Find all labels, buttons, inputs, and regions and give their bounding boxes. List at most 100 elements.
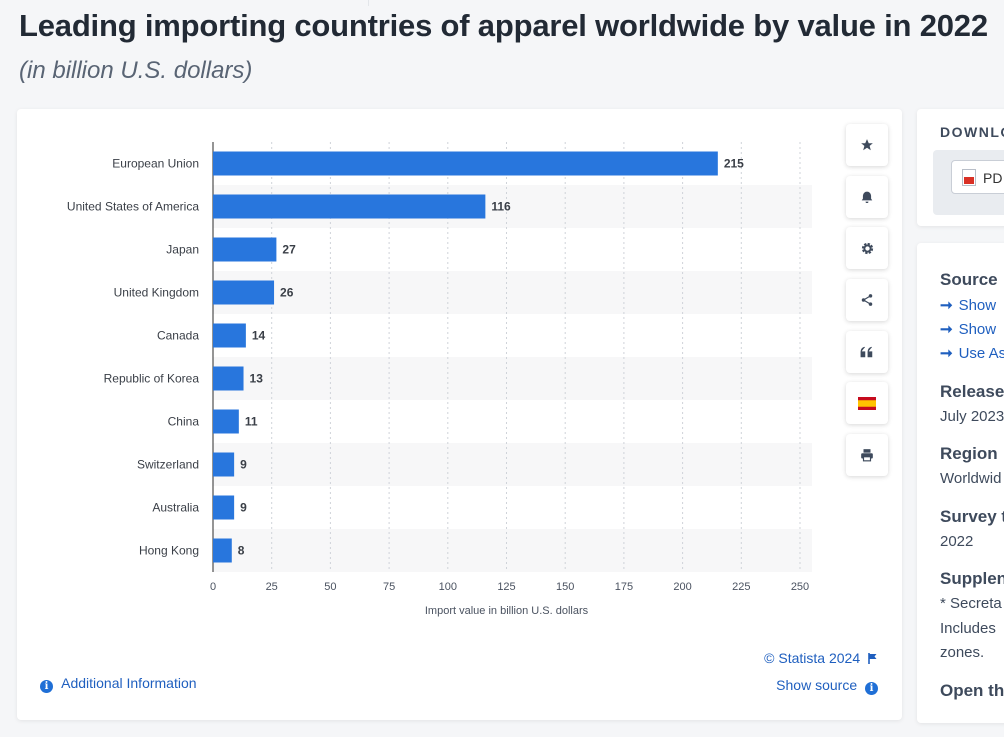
value-label: 26 — [280, 286, 294, 300]
bar — [213, 538, 232, 563]
category-label: United Kingdom — [114, 286, 199, 300]
quote-icon — [860, 346, 873, 358]
pdf-download-button[interactable]: PD — [951, 160, 1004, 194]
link-label: Use As — [958, 345, 1004, 362]
x-tick-label: 200 — [673, 581, 691, 593]
region-heading: Region — [940, 444, 998, 463]
download-area: PD — [933, 150, 1004, 215]
value-label: 116 — [491, 200, 511, 214]
value-label: 8 — [238, 544, 245, 558]
bar — [213, 280, 275, 305]
pdf-label: PD — [983, 170, 1003, 186]
x-tick-label: 125 — [497, 581, 515, 593]
value-label: 11 — [245, 415, 258, 429]
supplement-line-1: * Secreta — [940, 595, 1002, 612]
x-tick-label: 175 — [615, 581, 633, 593]
x-tick-label: 225 — [732, 581, 750, 593]
info-icon: i — [865, 682, 878, 695]
x-tick-label: 50 — [324, 581, 336, 593]
star-icon — [861, 139, 873, 151]
supplement-heading: Supplen — [940, 569, 1004, 588]
open-heading: Open th — [940, 681, 1004, 700]
source-heading: Source — [940, 270, 998, 289]
category-label: Republic of Korea — [104, 372, 200, 386]
info-icon: i — [40, 680, 53, 693]
supplement-line-2: Includes — [940, 620, 996, 637]
show-source-link[interactable]: Show source i — [776, 677, 878, 695]
settings-button[interactable] — [846, 227, 888, 269]
page-title: Leading importing countries of apparel w… — [19, 8, 988, 43]
bar — [213, 366, 244, 391]
value-label: 14 — [252, 329, 266, 343]
share-icon — [861, 294, 873, 306]
bar — [213, 409, 239, 434]
arrow-right-icon: ➞ — [940, 345, 953, 362]
pdf-file-icon — [962, 169, 976, 186]
arrow-right-icon: ➞ — [940, 321, 953, 338]
print-button[interactable] — [846, 434, 888, 476]
flag-icon — [868, 653, 877, 664]
category-label: Hong Kong — [139, 544, 199, 558]
value-label: 27 — [282, 243, 296, 257]
value-label: 9 — [240, 458, 247, 472]
link-label: Show — [958, 321, 997, 338]
category-label: Australia — [152, 501, 199, 515]
show-source-link-2[interactable]: ➞ Show — [940, 320, 996, 338]
copyright-link[interactable]: © Statista 2024 — [764, 650, 878, 666]
x-tick-label: 150 — [556, 581, 574, 593]
print-icon — [861, 449, 873, 462]
spain-flag-icon — [858, 396, 876, 410]
value-label: 13 — [250, 372, 264, 386]
show-source-link-1[interactable]: ➞ Show — [940, 296, 996, 314]
bell-icon — [861, 191, 873, 203]
value-label: 215 — [724, 157, 744, 171]
cite-button[interactable] — [846, 331, 888, 373]
row-band — [213, 443, 812, 486]
page-subtitle: (in billion U.S. dollars) — [19, 57, 253, 84]
share-button[interactable] — [846, 279, 888, 321]
category-label: Switzerland — [137, 458, 199, 472]
arrow-right-icon: ➞ — [940, 297, 953, 314]
download-card: DOWNLO PD — [917, 109, 1004, 226]
category-label: United States of America — [67, 200, 199, 214]
top-divider — [368, 0, 369, 6]
x-tick-label: 0 — [210, 581, 216, 593]
source-card: Source ➞ Show ➞ Show ➞ Use As Release July … — [917, 243, 1004, 723]
download-title: DOWNLO — [940, 124, 1004, 140]
bar — [213, 495, 235, 520]
row-band — [213, 271, 812, 314]
language-button[interactable] — [846, 382, 888, 424]
copyright-text: © Statista 2024 — [764, 650, 861, 666]
x-axis-title: Import value in billion U.S. dollars — [425, 605, 589, 617]
region-value: Worldwid — [940, 470, 1002, 487]
category-label: Canada — [157, 329, 199, 343]
release-value: July 2023 — [940, 408, 1004, 425]
category-label: China — [168, 415, 200, 429]
gear-icon — [861, 242, 873, 254]
survey-heading: Survey t — [940, 507, 1004, 526]
bar — [213, 194, 486, 219]
additional-information-text: Additional Information — [61, 675, 197, 691]
favorite-button[interactable] — [846, 124, 888, 166]
bar — [213, 151, 718, 176]
value-label: 9 — [240, 501, 247, 515]
survey-value: 2022 — [940, 533, 974, 550]
additional-information-link[interactable]: i Additional Information — [40, 675, 197, 693]
supplement-line-3: zones. — [940, 644, 985, 661]
release-heading: Release — [940, 382, 1004, 401]
bar — [213, 237, 277, 262]
x-tick-label: 100 — [439, 581, 457, 593]
notification-button[interactable] — [846, 176, 888, 218]
x-tick-label: 250 — [791, 581, 809, 593]
row-band — [213, 357, 812, 400]
show-source-text: Show source — [776, 677, 858, 693]
category-label: Japan — [166, 243, 199, 257]
row-band — [213, 529, 812, 572]
bar-chart: European Union 215 United States of Americ… — [67, 142, 812, 617]
category-label: European Union — [112, 157, 199, 171]
use-as-reference-link[interactable]: ➞ Use As — [940, 344, 1004, 362]
bar — [213, 323, 246, 348]
link-label: Show — [958, 297, 997, 314]
chart-card: European Union 215 United States of Americ… — [17, 109, 902, 720]
x-tick-label: 75 — [383, 581, 395, 593]
